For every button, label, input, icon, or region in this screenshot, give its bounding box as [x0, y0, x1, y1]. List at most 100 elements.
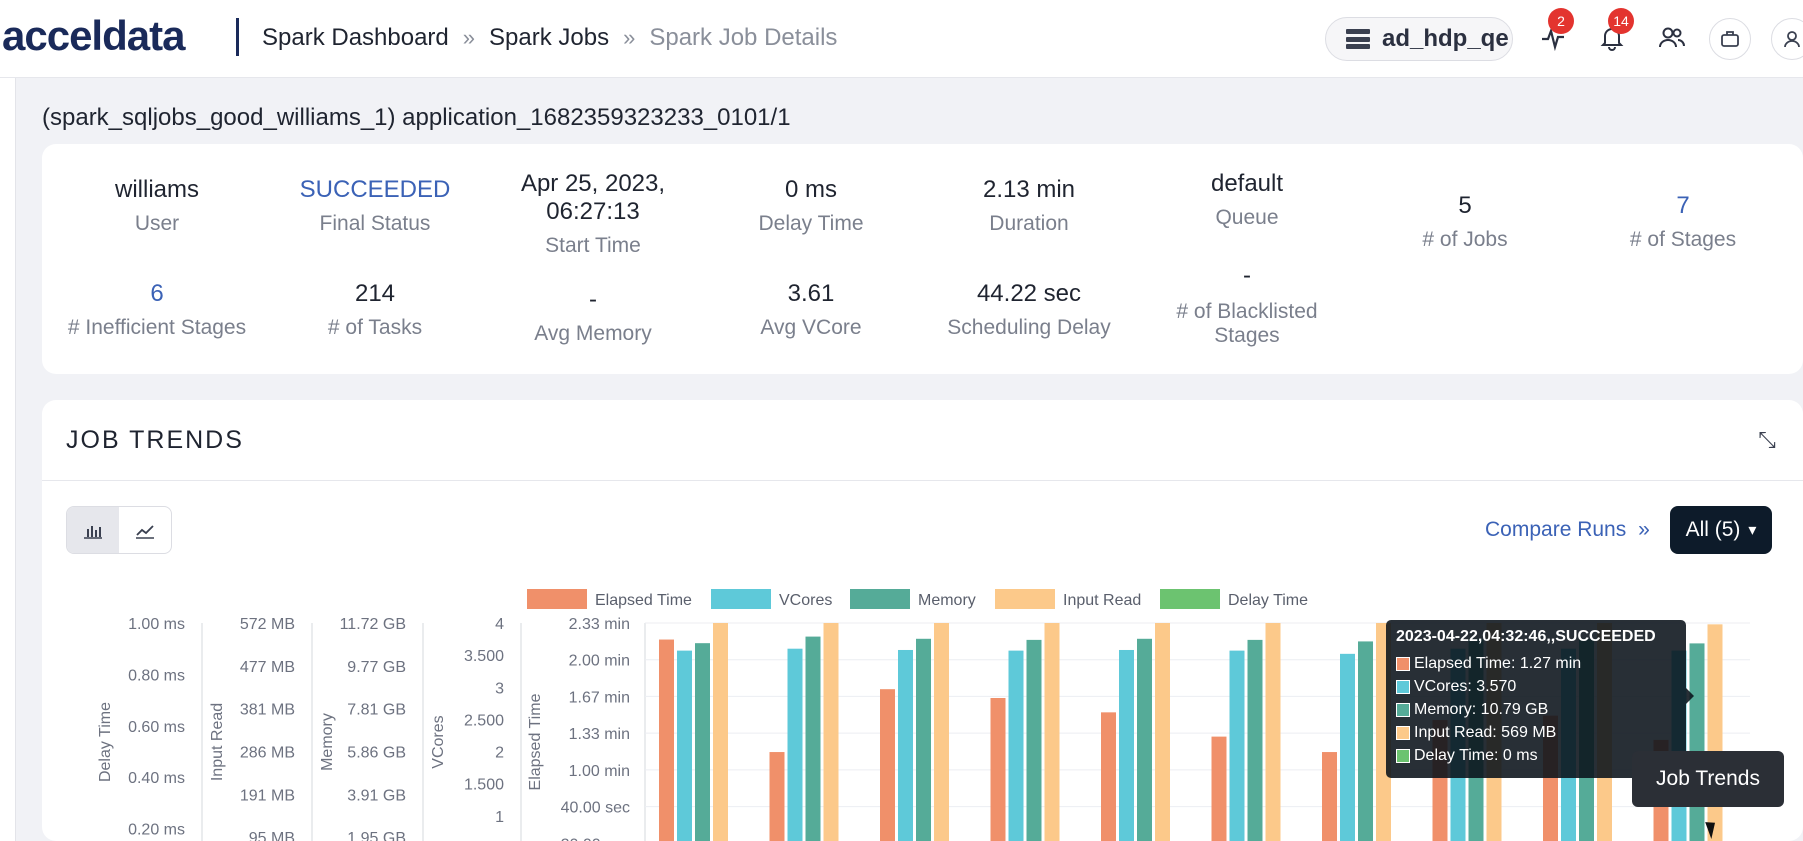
bar-elapsed-time [1322, 752, 1337, 841]
bar-input-read [1707, 624, 1723, 841]
stat-value: default [1210, 170, 1284, 197]
axis-tick-label: 9.77 GB [347, 659, 406, 676]
bar-elapsed-time [1101, 712, 1116, 841]
legend-label: Elapsed Time [595, 592, 692, 609]
compare-runs-link[interactable]: Compare Runs » [1485, 518, 1650, 542]
job-summary-card: williams User SUCCEEDED Final Status Apr… [42, 144, 1803, 374]
tooltip-row: Input Read: 569 MB [1396, 721, 1676, 744]
breadcrumb: Spark Dashboard » Spark Jobs » Spark Job… [262, 24, 837, 52]
stat-value[interactable]: 6 [150, 280, 164, 307]
axis-tick-label: 2 [495, 745, 504, 762]
chart-type-toggle [66, 506, 172, 554]
bar-input-read [1044, 623, 1060, 841]
legend-swatch [711, 589, 771, 609]
axis-tick-label: 3.91 GB [347, 787, 406, 804]
stat-label: Duration [989, 212, 1069, 235]
axis-tick-label: 1.500 [464, 777, 504, 794]
stat-duration: 2.13 min Duration [919, 176, 1139, 236]
tooltip-row: VCores: 3.570 [1396, 675, 1676, 698]
legend-label: Delay Time [1228, 592, 1308, 609]
stat-label: # of Stages [1629, 228, 1737, 251]
axis-tick-label: 1.67 min [569, 689, 630, 706]
legend-swatch [995, 589, 1055, 609]
stat-inefficient-stages: 6 # Inefficient Stages [47, 280, 267, 340]
axis-tick-label: 11.72 GB [340, 616, 406, 633]
stat-label: User [134, 212, 180, 235]
stat-value[interactable]: SUCCEEDED [299, 176, 451, 203]
bar-elapsed-time [990, 698, 1006, 841]
logo[interactable]: acceldata [2, 12, 185, 59]
bar-input-read [713, 623, 728, 841]
stat-label: # of Jobs [1422, 228, 1508, 251]
axis-tick-label: 2.00 min [569, 653, 630, 670]
breadcrumb-separator: » [462, 25, 476, 50]
stat-delay-time: 0 ms Delay Time [701, 176, 921, 236]
bar-chart-icon [84, 526, 102, 539]
stat-final-status: SUCCEEDED Final Status [265, 176, 485, 236]
stat-blacklisted-stages: - # of Blacklisted Stages [1137, 262, 1357, 348]
axis-tick-label: 1.00 ms [128, 616, 185, 633]
breadcrumb-spark-dashboard[interactable]: Spark Dashboard [262, 24, 449, 51]
axis-tick-label: 5.86 GB [347, 745, 406, 762]
axis-tick-label: 95 MB [249, 830, 295, 841]
axis-tick-label: 477 MB [240, 659, 295, 676]
stat-value[interactable]: 7 [1676, 192, 1690, 219]
dropdown-label: All (5) [1685, 518, 1741, 541]
bar-elapsed-time [1211, 736, 1227, 841]
stat-label: Queue [1215, 206, 1279, 229]
bar-vcores [677, 650, 692, 841]
tooltip-text: Input Read: 569 MB [1414, 723, 1557, 741]
legend-label: Input Read [1063, 592, 1141, 609]
cluster-selector[interactable]: ad_hdp_qe [1325, 17, 1513, 61]
axis-tick-label: 3.500 [464, 648, 504, 665]
bar-vcores [787, 648, 803, 841]
axis-tick-label: 7.81 GB [347, 702, 406, 719]
legend-label: Memory [918, 592, 976, 609]
caret-down-icon: ▾ [1748, 522, 1757, 539]
tooltip-row: Elapsed Time: 1.27 min [1396, 652, 1676, 675]
stat-value-line2: 06:27:13 [546, 198, 640, 225]
line-chart-toggle[interactable] [119, 507, 171, 553]
tooltip-swatch [1396, 656, 1410, 671]
users-icon[interactable] [1652, 18, 1692, 58]
breadcrumb-separator: » [623, 25, 636, 50]
user-icon[interactable] [1771, 18, 1803, 60]
stat-avg-memory: - Avg Memory [483, 286, 703, 346]
bar-memory [1137, 638, 1152, 841]
briefcase-icon[interactable] [1709, 18, 1751, 60]
axis-tick-label: 0.20 ms [128, 822, 185, 839]
divider [42, 480, 1803, 481]
collapse-icon[interactable]: ⤡ [1758, 427, 1776, 452]
bar-memory [1358, 641, 1373, 841]
bar-vcores [1340, 653, 1355, 841]
runs-filter-dropdown[interactable]: All (5) ▾ [1670, 506, 1772, 554]
axis-title: VCores [430, 715, 447, 768]
axis-tick-label: 1.95 GB [347, 830, 406, 841]
axis-tick-label: 1 [495, 809, 504, 826]
stat-label: Scheduling Delay [947, 316, 1111, 339]
stat-label: Delay Time [758, 212, 864, 235]
stat-value: 3.61 [787, 280, 835, 307]
tooltip-swatch [1396, 748, 1410, 763]
bar-elapsed-time [659, 639, 674, 841]
stat-label: # Inefficient Stages [67, 316, 247, 339]
stat-value: 0 ms [784, 176, 837, 203]
tooltip-caret [1686, 688, 1694, 704]
axis-tick-label: 2.33 min [569, 616, 630, 633]
tooltip-row: Memory: 10.79 GB [1396, 698, 1676, 721]
stat-start-time: Apr 25, 2023, 06:27:13 Start Time [483, 170, 703, 258]
stat-tasks: 214 # of Tasks [265, 280, 485, 340]
job-trends-title: JOB TRENDS [66, 426, 244, 454]
activity-icon[interactable] [1533, 18, 1573, 58]
stat-value: 44.22 sec [976, 280, 1082, 307]
cluster-name: ad_hdp_qe [1382, 25, 1509, 52]
breadcrumb-spark-jobs[interactable]: Spark Jobs [489, 24, 610, 51]
bar-vcores [1008, 650, 1024, 841]
axis-title: Memory [319, 713, 336, 771]
tooltip-text: VCores: 3.570 [1414, 677, 1517, 695]
tooltip-swatch [1396, 679, 1410, 694]
bar-input-read [934, 623, 949, 841]
axis-tick-label: 40.00 sec [561, 800, 630, 817]
legend-label: VCores [779, 592, 832, 609]
bar-chart-toggle[interactable] [67, 507, 119, 553]
